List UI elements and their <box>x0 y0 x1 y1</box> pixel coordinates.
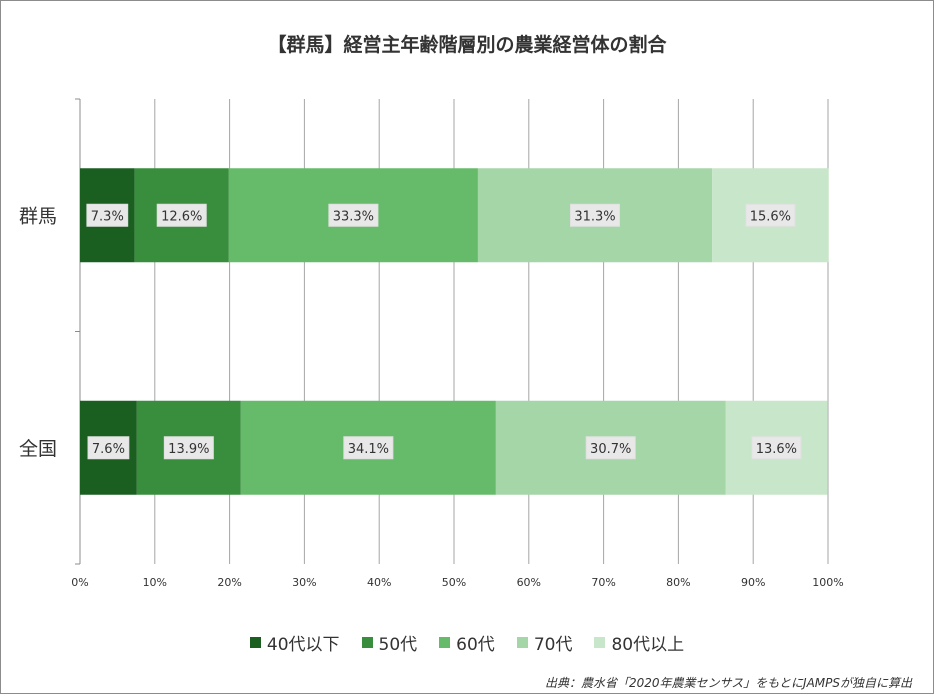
x-tick-label: 80% <box>666 576 690 589</box>
x-tick-label: 10% <box>143 576 167 589</box>
data-label-box <box>328 203 379 227</box>
data-label: 33.3% <box>333 209 374 224</box>
data-label: 12.6% <box>161 209 202 224</box>
data-label-box <box>86 203 129 227</box>
legend-label: 80代以上 <box>611 635 685 655</box>
x-tick-label: 0% <box>71 576 88 589</box>
data-label-box <box>156 203 207 227</box>
legend-label: 40代以下 <box>266 635 340 655</box>
legend-label: 50代 <box>378 635 418 655</box>
data-label-box <box>343 436 394 460</box>
data-label: 31.3% <box>574 209 615 224</box>
data-label-box <box>569 203 620 227</box>
data-label: 13.9% <box>168 442 209 457</box>
legend-swatch <box>249 637 261 648</box>
x-tick-label: 60% <box>517 576 541 589</box>
data-labels: 7.3% 12.6% 33.3% 31.3% 15.6% 7.6% 13.9% 34.1% 30… <box>86 203 802 460</box>
category-label: 全国 <box>19 438 57 460</box>
x-tick-label: 90% <box>741 576 765 589</box>
data-label: 15.6% <box>750 209 791 224</box>
x-tick-label: 40% <box>367 576 391 589</box>
x-tick-label: 70% <box>591 576 615 589</box>
legend-item: 80代以上 <box>594 630 684 655</box>
x-tick-label: 50% <box>442 576 466 589</box>
x-tick-label: 20% <box>217 576 241 589</box>
legend-item: 40代以下 <box>249 630 340 655</box>
data-label: 34.1% <box>348 442 389 457</box>
data-label: 30.7% <box>590 442 631 457</box>
category-label: 群馬 <box>19 205 57 227</box>
x-tick-label: 100% <box>812 576 843 589</box>
legend-label: 70代 <box>533 635 573 655</box>
data-label-box <box>751 436 802 460</box>
legend-swatch <box>516 637 528 648</box>
legend-swatch <box>439 637 451 648</box>
data-label-box <box>163 436 214 460</box>
legend: 40代以下 50代 60代 70代 80代以上 <box>0 630 934 655</box>
chart-title: 【群馬】経営主年齢階層別の農業経営体の割合 <box>267 34 667 56</box>
legend-swatch <box>594 637 606 648</box>
legend-swatch <box>361 637 373 648</box>
data-label-box <box>87 436 130 460</box>
source-note: 出典：農水省「2020年農業センサス」をもとにJAMPSが独自に算出 <box>544 676 912 690</box>
x-tick-label: 30% <box>292 576 316 589</box>
data-label: 7.3% <box>91 209 124 224</box>
legend-item: 50代 <box>361 630 418 655</box>
legend-item: 60代 <box>439 630 495 655</box>
legend-item: 70代 <box>516 630 573 655</box>
legend-label: 60代 <box>456 635 495 655</box>
data-label: 13.6% <box>756 442 797 457</box>
data-label-box <box>745 203 796 227</box>
data-label-box <box>585 436 636 460</box>
data-label: 7.6% <box>92 442 125 457</box>
